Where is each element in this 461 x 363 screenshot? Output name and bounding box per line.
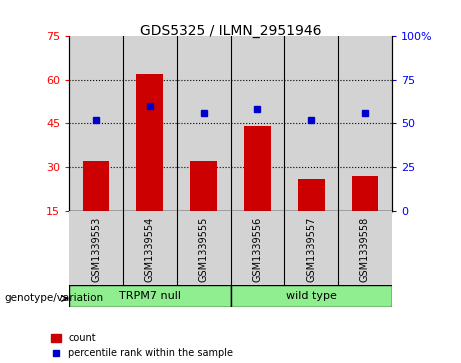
Text: GSM1339555: GSM1339555 <box>199 216 209 282</box>
Bar <box>298 179 325 211</box>
Bar <box>284 211 338 285</box>
Bar <box>123 211 177 285</box>
Text: GSM1339553: GSM1339553 <box>91 216 101 282</box>
Text: GSM1339557: GSM1339557 <box>306 216 316 282</box>
Text: GSM1339556: GSM1339556 <box>252 216 262 282</box>
Text: TRPM7 null: TRPM7 null <box>119 291 181 301</box>
Bar <box>230 211 284 285</box>
Text: wild type: wild type <box>286 291 337 301</box>
Bar <box>338 36 392 211</box>
Bar <box>69 36 123 211</box>
Bar <box>230 285 392 307</box>
Bar <box>123 36 177 211</box>
Bar <box>230 36 284 211</box>
Bar <box>83 161 109 211</box>
Bar <box>244 126 271 211</box>
Text: GSM1339554: GSM1339554 <box>145 216 155 282</box>
Bar <box>177 36 230 211</box>
Text: genotype/variation: genotype/variation <box>5 293 104 303</box>
Bar <box>338 211 392 285</box>
Legend: count, percentile rank within the sample: count, percentile rank within the sample <box>51 333 233 358</box>
Bar <box>284 36 338 211</box>
Bar <box>190 161 217 211</box>
Text: GSM1339558: GSM1339558 <box>360 216 370 282</box>
Bar <box>351 176 378 211</box>
Text: GDS5325 / ILMN_2951946: GDS5325 / ILMN_2951946 <box>140 24 321 38</box>
Bar <box>177 211 230 285</box>
Bar <box>69 211 123 285</box>
Bar <box>69 285 230 307</box>
Bar <box>136 74 163 211</box>
